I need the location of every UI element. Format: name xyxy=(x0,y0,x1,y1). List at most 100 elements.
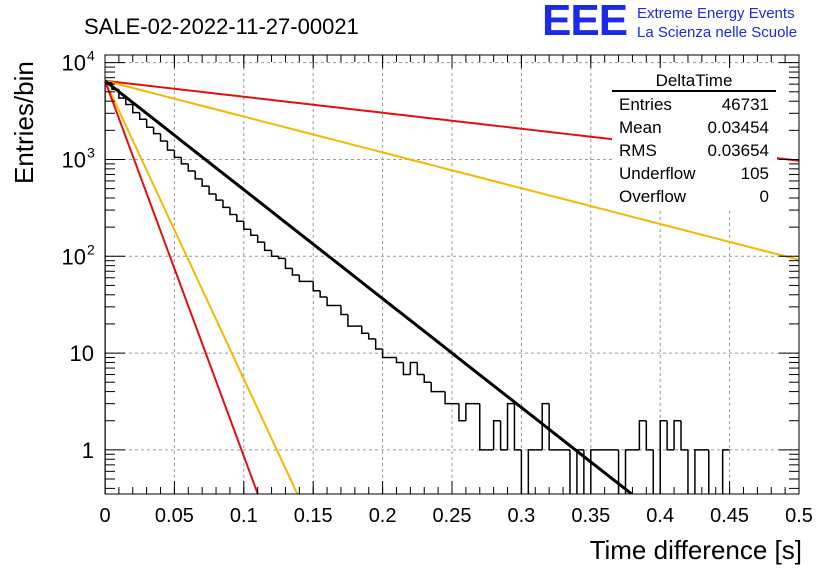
x-axis-label: Time difference [s] xyxy=(590,535,802,565)
histogram-bin xyxy=(381,349,390,359)
histogram-bin xyxy=(243,221,251,231)
histogram-bin xyxy=(513,403,522,451)
histogram-bin xyxy=(617,449,620,494)
histogram-bin xyxy=(201,178,210,187)
x-tick-label: 0 xyxy=(99,505,110,527)
fit-curve-2 xyxy=(105,79,799,261)
y-tick-label: 10 xyxy=(62,244,86,269)
histogram-bin xyxy=(492,419,501,450)
x-tick-label: 0.2 xyxy=(369,505,397,527)
histogram-bin xyxy=(721,449,730,494)
histogram-bin xyxy=(173,150,182,159)
histogram-bin xyxy=(111,82,119,91)
histogram-bin xyxy=(680,420,688,451)
histogram-bin xyxy=(624,449,633,494)
x-tick-label: 0.05 xyxy=(155,505,194,527)
histogram-bin xyxy=(499,420,508,451)
y-tick-base: 10 xyxy=(62,147,86,172)
histogram-bin xyxy=(694,449,702,494)
histogram-bin xyxy=(444,391,452,405)
histogram-bin xyxy=(458,403,466,422)
histogram-bin xyxy=(277,256,286,260)
x-tick-label: 0.5 xyxy=(785,505,813,527)
histogram-bin xyxy=(666,420,675,451)
chart-title: SALE-02-2022-11-27-00021 xyxy=(84,14,359,39)
y-tick-label: 10 xyxy=(62,147,86,172)
x-tick-label: 0.25 xyxy=(433,505,472,527)
fit-curve-5 xyxy=(105,80,259,494)
histogram-bin xyxy=(430,382,439,393)
histogram-bin xyxy=(590,449,598,494)
histogram-bin xyxy=(402,362,411,376)
histogram-bin xyxy=(270,250,279,258)
histogram-bin xyxy=(569,449,571,494)
histogram-bin xyxy=(673,419,682,450)
brand-line-1: Extreme Energy Events xyxy=(637,5,795,22)
stats-label: Overflow xyxy=(619,187,687,206)
histogram xyxy=(105,82,730,494)
stats-label: Mean xyxy=(619,118,662,137)
fit-curves xyxy=(105,79,799,494)
stats-title: DeltaTime xyxy=(656,71,733,90)
histogram-bin xyxy=(187,163,196,172)
histogram-bin xyxy=(576,449,584,494)
histogram-bin xyxy=(395,357,404,364)
histogram-bin xyxy=(152,127,161,135)
stats-value: 0 xyxy=(760,187,769,206)
stats-box: DeltaTime Entries 46731 Mean 0.03454 RMS 0.03… xyxy=(612,68,777,210)
x-tick-label: 0.4 xyxy=(646,505,674,527)
histogram-bin xyxy=(708,449,710,494)
eee-brand: EEE Extreme Energy Events La Scienza nel… xyxy=(542,0,832,44)
y-tick-base: 10 xyxy=(62,51,86,76)
stats-value: 105 xyxy=(741,164,769,183)
histogram-bin xyxy=(347,314,355,327)
histogram-bin xyxy=(194,171,203,180)
histogram-bin xyxy=(340,305,348,316)
fit-curve-3 xyxy=(105,79,633,494)
histogram-bin xyxy=(215,193,223,201)
histogram-bin xyxy=(645,420,654,451)
histogram-bin xyxy=(132,104,140,114)
histogram-bin xyxy=(249,229,258,236)
histogram-bin xyxy=(263,242,272,252)
histogram-bin xyxy=(423,374,432,383)
histogram-bin xyxy=(374,338,383,350)
histogram-bin xyxy=(138,112,147,121)
histogram-bin xyxy=(409,361,418,375)
histogram-bin xyxy=(319,290,328,298)
histogram-bin xyxy=(548,403,557,451)
stats-value: 46731 xyxy=(722,95,769,114)
histogram-bin xyxy=(583,449,585,494)
y-tick-exponent: 4 xyxy=(87,48,95,64)
y-tick-base: 10 xyxy=(62,244,86,269)
histogram-bin xyxy=(541,402,550,450)
histogram-bin xyxy=(180,157,189,165)
histogram-bin xyxy=(284,258,293,270)
histogram-bin xyxy=(118,89,126,99)
x-tick-label: 0.15 xyxy=(294,505,333,527)
histogram-bin xyxy=(527,449,536,494)
histogram-bin xyxy=(256,235,265,243)
histogram-bin xyxy=(105,82,112,494)
y-tick-label: 10 xyxy=(70,341,94,366)
histogram-bin xyxy=(687,449,689,494)
stats-value: 0.03454 xyxy=(708,118,769,137)
fit-curve-4 xyxy=(105,80,299,494)
histogram-bin xyxy=(479,403,487,451)
y-tick-exponent: 2 xyxy=(87,241,95,257)
x-tick-label: 0.35 xyxy=(571,505,610,527)
histogram-bin xyxy=(361,326,369,335)
histogram-bin xyxy=(298,275,307,283)
y-axis-label: Entries/bin xyxy=(9,61,39,184)
histogram-bin xyxy=(236,214,244,222)
histogram-bin xyxy=(145,119,154,129)
histogram-bin xyxy=(291,268,300,276)
histogram-bin xyxy=(416,362,425,376)
histogram-bin xyxy=(229,207,237,216)
histogram-bin xyxy=(465,402,473,421)
histogram-bin xyxy=(520,449,523,494)
histogram-bin xyxy=(659,419,668,494)
histogram-bin xyxy=(326,296,335,307)
x-tick-label: 0.1 xyxy=(230,505,258,527)
